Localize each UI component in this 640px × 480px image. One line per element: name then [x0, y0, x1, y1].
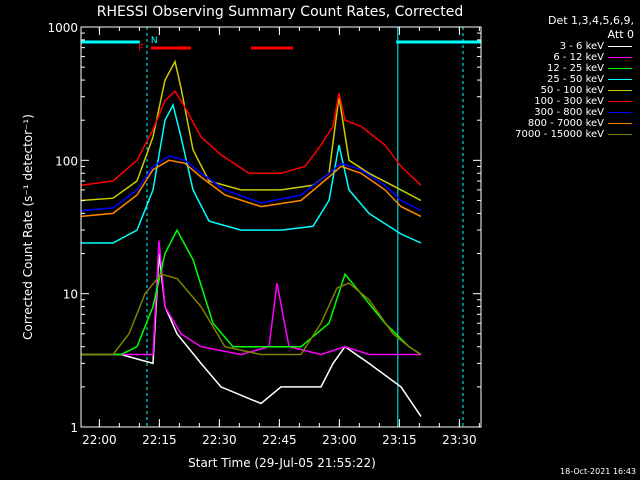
legend-label: 50 - 100 keV [540, 85, 604, 96]
legend-label: 7000 - 15000 keV [515, 129, 604, 140]
plot-frame [80, 26, 482, 428]
legend-entry: 50 - 100 keV [486, 85, 638, 96]
series-line [81, 273, 422, 356]
legend-entry: 3 - 6 keV [486, 41, 638, 52]
legend-label: 12 - 25 keV [546, 63, 604, 74]
y-axis-label: Corrected Count Rate (s⁻¹ detector⁻¹) [21, 114, 35, 340]
legend-entry: 7000 - 15000 keV [486, 129, 638, 140]
series-line [81, 240, 421, 356]
x-tick-label: 22:15 [142, 433, 177, 447]
x-tick-label: 22:45 [262, 433, 297, 447]
series-line [80, 59, 422, 202]
x-axis-label: Start Time (29-Jul-05 21:55:22) [188, 456, 376, 470]
y-tick-label: 10 [63, 288, 78, 302]
chart-title: RHESSI Observing Summary Count Rates, Co… [97, 4, 463, 20]
x-tick-label: 22:30 [202, 433, 237, 447]
series-line [81, 228, 422, 356]
legend-entry: 12 - 25 keV [486, 63, 638, 74]
legend-label: 100 - 300 keV [534, 96, 604, 107]
series-line [81, 102, 422, 244]
axes: 1 10 100 1000 22:00 22:15 22:30 22:45 23:00 23:15… [47, 21, 482, 447]
legend-label: 300 - 800 keV [534, 107, 604, 118]
legend-swatch [608, 90, 632, 91]
flag-label: F [138, 43, 144, 54]
x-tick-label: 23:15 [382, 433, 417, 447]
timestamp: 18-Oct-2021 16:43 [560, 467, 636, 476]
x-tick-label: 22:00 [82, 433, 117, 447]
legend-label: 25 - 50 keV [546, 74, 604, 85]
legend-label: 3 - 6 keV [559, 41, 604, 52]
legend-swatch [608, 134, 632, 135]
legend-swatch [608, 79, 632, 80]
legend-entry: 25 - 50 keV [486, 74, 638, 85]
plot-area: FN [80, 27, 481, 427]
x-tick-label: 23:30 [442, 433, 477, 447]
legend-label: 800 - 7000 keV [527, 118, 604, 129]
legend-entry: 800 - 7000 keV [486, 118, 638, 129]
detectors-label: Det 1,3,4,5,6,9, [547, 14, 634, 27]
y-tick-label: 1 [70, 421, 78, 435]
legend-entry: 6 - 12 keV [486, 52, 638, 63]
y-tick-label: 1000 [47, 21, 78, 35]
attenuator-label: Att 0 [607, 28, 634, 41]
legend-swatch [608, 112, 632, 113]
legend: 3 - 6 keV 6 - 12 keV 12 - 25 keV 25 - 50 ke… [486, 41, 638, 140]
series-line [80, 155, 422, 212]
legend-header: Det 1,3,4,5,6,9, Att 0 [548, 14, 634, 42]
legend-label: 6 - 12 keV [553, 52, 604, 63]
legend-swatch [608, 46, 632, 47]
x-tick-label: 23:00 [322, 433, 357, 447]
legend-swatch [608, 123, 632, 124]
legend-entry: 300 - 800 keV [486, 107, 638, 118]
legend-entry: 100 - 300 keV [486, 96, 638, 107]
series-line [80, 159, 422, 218]
legend-swatch [608, 101, 632, 102]
y-tick-label: 100 [55, 154, 78, 168]
flag-label: N [151, 36, 158, 46]
series-line [80, 90, 422, 187]
legend-swatch [608, 57, 632, 58]
legend-swatch [608, 68, 632, 69]
